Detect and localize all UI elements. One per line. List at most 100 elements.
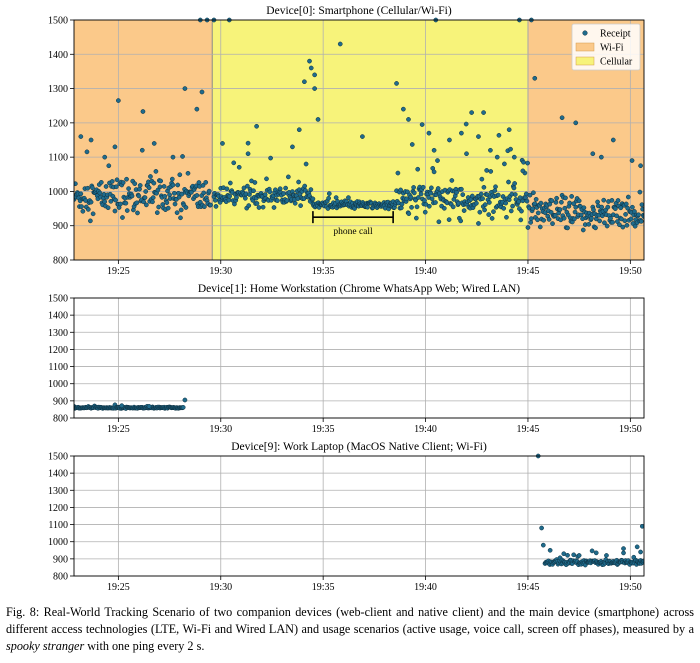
data-point — [426, 130, 432, 136]
data-point — [298, 203, 303, 208]
data-point — [598, 154, 604, 160]
data-point — [394, 81, 399, 86]
data-point — [463, 121, 469, 127]
data-point — [469, 193, 475, 199]
data-point — [398, 205, 404, 211]
x-tick-label: 19:50 — [619, 582, 642, 593]
annotation-label: phone call — [333, 227, 373, 237]
data-point — [271, 205, 277, 210]
data-point — [234, 195, 239, 200]
y-tick-label: 1100 — [48, 362, 68, 373]
data-point — [554, 195, 559, 201]
data-point — [406, 211, 412, 217]
data-point — [208, 202, 213, 208]
y-tick-label: 1300 — [48, 328, 68, 339]
caption-text-after: with one ping every 2 s. — [84, 639, 205, 653]
data-point — [116, 98, 121, 103]
data-point — [135, 210, 140, 216]
data-point — [199, 89, 205, 95]
data-point — [172, 201, 178, 207]
data-point — [103, 184, 109, 189]
data-point — [527, 192, 533, 198]
data-point — [308, 187, 314, 192]
data-point — [260, 204, 266, 210]
data-point — [242, 195, 248, 201]
x-tick-label: 19:25 — [107, 424, 130, 435]
data-point — [78, 191, 84, 197]
data-point — [302, 183, 308, 189]
data-point — [113, 197, 118, 203]
data-point — [559, 199, 564, 205]
data-point — [132, 181, 138, 186]
data-point — [178, 207, 184, 213]
data-point — [506, 179, 511, 185]
data-point — [638, 549, 643, 555]
data-point — [88, 218, 93, 224]
data-point — [102, 199, 108, 205]
data-point — [139, 147, 145, 153]
data-point — [290, 144, 295, 150]
data-point — [431, 169, 437, 175]
data-point — [610, 220, 615, 225]
x-tick-label: 19:35 — [312, 266, 335, 277]
data-point — [488, 147, 493, 153]
data-point — [591, 207, 596, 213]
chart-title: Device[0]: Smartphone (Cellular/Wi-Fi) — [266, 5, 452, 17]
data-point — [312, 86, 317, 91]
data-point — [581, 205, 587, 211]
data-point — [571, 552, 577, 558]
x-tick-label: 19:50 — [619, 266, 642, 277]
data-point — [641, 214, 644, 219]
x-tick-label: 19:30 — [209, 424, 232, 435]
data-point — [337, 41, 343, 47]
data-point — [277, 186, 283, 192]
data-point — [224, 186, 230, 192]
data-point — [140, 109, 146, 114]
data-point — [549, 198, 555, 204]
data-point — [441, 205, 447, 211]
data-point — [431, 147, 437, 153]
x-tick-label: 19:50 — [619, 424, 642, 435]
data-point — [502, 161, 507, 167]
data-point — [516, 199, 522, 205]
data-point — [409, 204, 414, 210]
x-tick-label: 19:35 — [312, 582, 335, 593]
data-point — [296, 179, 301, 185]
data-point — [182, 86, 188, 91]
data-point — [236, 164, 242, 170]
data-point — [264, 176, 269, 182]
data-point — [469, 110, 474, 115]
data-point — [576, 198, 582, 204]
data-point — [604, 553, 609, 558]
data-point — [245, 183, 250, 189]
data-point — [561, 215, 567, 221]
data-point — [120, 180, 126, 185]
data-point — [189, 189, 194, 195]
data-point — [85, 207, 91, 212]
x-tick-label: 19:35 — [312, 424, 335, 435]
data-point — [398, 187, 403, 193]
chart-panel-1: 800 900 1000 1100 1200 1300 1400 1500 19:25 19:30… — [48, 283, 645, 435]
data-point — [124, 176, 129, 182]
data-point — [482, 202, 488, 207]
data-point — [519, 208, 524, 214]
data-point — [78, 134, 84, 139]
data-point — [479, 176, 485, 182]
data-point — [112, 144, 118, 150]
y-tick-label: 1200 — [48, 345, 68, 356]
data-point — [422, 209, 428, 215]
chart-panel-2: 800 900 1000 1100 1200 1300 1400 1500 19:25 19:30… — [48, 441, 645, 593]
data-point — [492, 188, 498, 193]
data-point — [610, 137, 616, 143]
data-point — [553, 200, 559, 205]
data-point — [146, 403, 152, 409]
data-point — [487, 200, 492, 205]
data-point — [531, 190, 536, 196]
data-point — [267, 189, 273, 195]
data-point — [118, 201, 123, 207]
y-tick-label: 1300 — [48, 486, 68, 497]
data-point — [494, 154, 500, 160]
data-point — [573, 120, 579, 126]
data-point — [123, 200, 129, 206]
data-point — [495, 192, 501, 198]
